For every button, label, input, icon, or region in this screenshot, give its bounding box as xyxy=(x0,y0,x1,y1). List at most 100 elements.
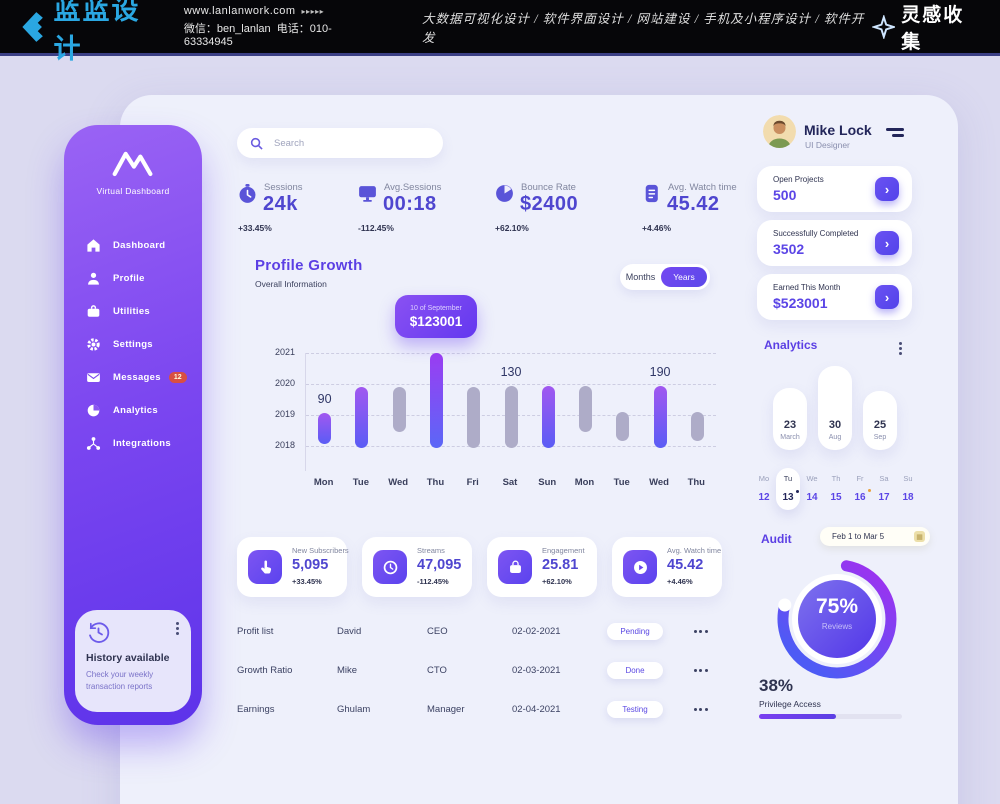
chart-bar-5[interactable] xyxy=(504,385,518,448)
bar-value-label: 190 xyxy=(649,364,671,379)
privilege-progress-bar xyxy=(759,714,902,719)
calendar-day[interactable]: Sa 17 xyxy=(878,474,890,503)
analytics-pill-march[interactable]: 23 March xyxy=(773,388,807,450)
dashboard-panel xyxy=(120,95,958,804)
chart-bar-10[interactable] xyxy=(690,411,704,442)
sidebar-item-integrations[interactable]: Integrations xyxy=(86,427,202,460)
tooltip-date: 10 of September xyxy=(410,304,462,312)
chart-bar-3[interactable] xyxy=(429,353,443,448)
sidebar-item-utilities[interactable]: Utilities xyxy=(86,295,202,328)
chart-bar-6[interactable] xyxy=(541,385,555,448)
integrations-icon xyxy=(86,436,101,451)
status-badge: Testing xyxy=(607,700,663,718)
earned-card: Earned This Month $523001 › xyxy=(757,274,912,320)
row-menu-icon[interactable] xyxy=(693,668,708,672)
period-toggle: Months Years xyxy=(620,264,710,290)
search-input[interactable] xyxy=(272,136,426,150)
timer-icon xyxy=(237,183,258,204)
sidebar-item-dashboard[interactable]: Dashboard xyxy=(86,229,202,262)
table-row[interactable]: Growth Ratio Mike CTO 02-03-2021 Done xyxy=(237,659,723,681)
table-row[interactable]: Earnings Ghulam Manager 02-04-2021 Testi… xyxy=(237,698,723,720)
privilege-progress-fill xyxy=(759,714,837,719)
chart-bar-4[interactable] xyxy=(467,387,481,448)
sidebar-item-profile[interactable]: Profile xyxy=(86,262,202,295)
sparkle-star-icon xyxy=(871,14,896,39)
toggle-months[interactable]: Months xyxy=(625,272,656,282)
x-axis-label: Tue xyxy=(613,477,630,488)
chevron-right-button[interactable]: › xyxy=(875,177,899,201)
chart-title: Profile Growth xyxy=(255,257,363,274)
search-icon xyxy=(250,137,263,150)
x-axis-label: Wed xyxy=(388,477,409,488)
chevron-right-button[interactable]: › xyxy=(875,285,899,309)
lanlan-logo-text: 蓝蓝设计 xyxy=(53,0,141,64)
history-kebab-icon[interactable] xyxy=(174,620,181,637)
lanlan-logo: 蓝蓝设计 xyxy=(14,0,168,66)
toggle-years[interactable]: Years xyxy=(661,267,707,287)
user-icon xyxy=(86,271,101,286)
y-tick: 2020 xyxy=(274,378,295,388)
sidebar-item-settings[interactable]: Settings xyxy=(86,328,202,361)
chart-bar-8[interactable] xyxy=(616,411,630,442)
analytics-pill-sep[interactable]: 25 Sep xyxy=(863,391,897,450)
lanlan-logo-icon xyxy=(22,11,43,42)
completed-card: Successfully Completed 3502 › xyxy=(757,220,912,266)
banner-contact: www.lanlanwork.com ▸▸▸▸▸ 微信：ben_lanlan 电话… xyxy=(184,5,378,48)
inspiration-collect: 灵感收集 xyxy=(871,0,984,54)
chart-bar-9[interactable] xyxy=(653,385,667,448)
analytics-kebab-icon[interactable] xyxy=(897,340,904,357)
menu-icon[interactable] xyxy=(886,128,904,140)
card-new-subscribers: New Subscribers 5,095 +33.45% xyxy=(237,537,349,597)
chevron-right-button[interactable]: › xyxy=(875,231,899,255)
calendar-day-marked[interactable]: Fr 16 xyxy=(848,468,872,510)
audit-gauge xyxy=(772,556,902,686)
chart-bar-2[interactable] xyxy=(392,387,406,433)
audit-title: Audit xyxy=(761,532,792,546)
collect-text: 灵感收集 xyxy=(901,4,965,53)
x-axis-label: Sat xyxy=(502,477,518,488)
mail-icon xyxy=(86,370,101,385)
mountain-logo-icon xyxy=(112,151,153,177)
card-streams: Streams 47,095 -112.45% xyxy=(362,537,472,597)
sidebar-item-analytics[interactable]: Analytics xyxy=(86,394,202,427)
tooltip-value: $123001 xyxy=(409,313,463,329)
calendar-day-selected[interactable]: Tu 13 xyxy=(776,468,800,510)
search-bar xyxy=(237,128,443,158)
banner-phone: 电话：010-63334945 xyxy=(183,23,332,48)
row-menu-icon[interactable] xyxy=(693,629,708,633)
monitor-icon xyxy=(357,183,378,204)
avatar[interactable] xyxy=(763,115,796,148)
status-badge: Pending xyxy=(607,622,663,640)
bag-icon xyxy=(498,550,532,584)
x-axis-label: Fri xyxy=(466,477,479,488)
y-tick: 2019 xyxy=(274,409,295,419)
card-watch-time: Avg. Watch time 45.42 +4.46% xyxy=(612,537,722,597)
calendar-day[interactable]: Mo 12 xyxy=(758,474,770,503)
analytics-pill-aug[interactable]: 30 Aug xyxy=(818,366,852,450)
clock-icon xyxy=(373,550,407,584)
status-badge: Done xyxy=(607,661,663,679)
chart-bar-1[interactable] xyxy=(355,387,369,448)
promo-banner: 蓝蓝设计 www.lanlanwork.com ▸▸▸▸▸ 微信：ben_lanl… xyxy=(0,0,1000,64)
banner-services: 大数据可视化设计 / 软件界面设计 / 网站建设 / 手机及小程序设计 / 软件… xyxy=(422,11,865,45)
calendar-day[interactable]: Su 18 xyxy=(902,474,914,503)
calendar-day[interactable]: We 14 xyxy=(806,474,818,503)
chart-bar-7[interactable] xyxy=(579,385,593,433)
history-card: History available Check your weekly tran… xyxy=(75,610,191,712)
bar-value-label: 90 xyxy=(317,392,332,407)
sidebar-item-messages[interactable]: Messages 12 xyxy=(86,361,202,394)
row-menu-icon[interactable] xyxy=(693,707,708,711)
calendar-day[interactable]: Th 15 xyxy=(830,474,842,503)
y-tick: 2018 xyxy=(274,440,295,450)
app-brand: Virtual Dashboard xyxy=(96,186,170,196)
audit-date-range[interactable]: Feb 1 to Mar 5 ▦ xyxy=(820,527,930,546)
table-row[interactable]: Profit list David CEO 02-02-2021 Pending xyxy=(237,620,723,642)
week-calendar: Mo 12 Tu 13 We 14 Th 15 Fr 16 Sa 17 Su 18 xyxy=(752,468,920,510)
pie-chart-icon xyxy=(86,403,101,418)
x-axis-label: Wed xyxy=(649,477,669,488)
chart-tooltip: 10 of September $123001 xyxy=(395,295,477,338)
bar-chart-xlabels: Mon Tue Wed Thu Fri Sat Sun Mon Tue Wed Thu xyxy=(305,477,715,488)
chart-bar-0[interactable] xyxy=(318,413,332,445)
briefcase-icon xyxy=(86,304,101,319)
